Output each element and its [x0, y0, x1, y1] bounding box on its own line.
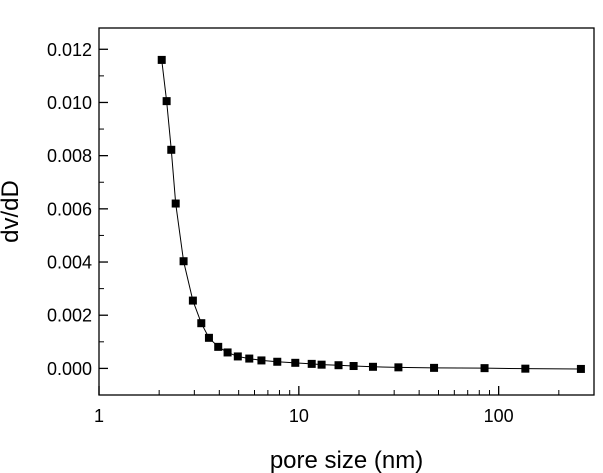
data-point [162, 97, 171, 106]
data-point [257, 356, 266, 365]
data-point [204, 333, 213, 342]
x-tick-label: 10 [289, 406, 309, 426]
data-point [334, 361, 343, 370]
plot-area [157, 55, 585, 373]
data-point [273, 357, 282, 366]
x-axis: 1 10 100 [94, 386, 595, 426]
data-point [368, 362, 377, 371]
x-tick-label: 1 [94, 406, 104, 426]
data-point [394, 363, 403, 372]
y-tick-label: 0.012 [47, 40, 92, 60]
data-point [167, 145, 176, 154]
data-point [521, 364, 530, 373]
data-point [233, 352, 242, 361]
y-tick-label: 0.004 [47, 253, 92, 273]
series-line [161, 59, 581, 370]
x-tick-label: 100 [484, 406, 514, 426]
data-point [179, 257, 188, 266]
data-point [245, 354, 254, 363]
data-point [576, 364, 585, 373]
x-axis-title: pore size (nm) [270, 447, 423, 473]
data-point [317, 360, 326, 369]
y-tick-label: 0.008 [47, 146, 92, 166]
data-point [214, 342, 223, 351]
data-point [171, 199, 180, 208]
data-point [223, 348, 232, 357]
data-point [197, 319, 206, 328]
data-point [430, 363, 439, 372]
data-point [157, 55, 166, 64]
y-tick-label: 0.010 [47, 93, 92, 113]
data-point [291, 358, 300, 367]
y-axis: 0.000 0.002 0.004 0.006 0.008 0.010 0.012 [47, 40, 108, 396]
data-point [188, 296, 197, 305]
data-point [349, 362, 358, 371]
data-point [307, 359, 316, 368]
data-point [480, 364, 489, 373]
y-tick-label: 0.002 [47, 306, 92, 326]
y-tick-label: 0.006 [47, 199, 92, 219]
plot-frame [98, 27, 595, 396]
y-tick-label: 0.000 [47, 359, 92, 379]
y-axis-title: dv/dD [0, 180, 24, 243]
